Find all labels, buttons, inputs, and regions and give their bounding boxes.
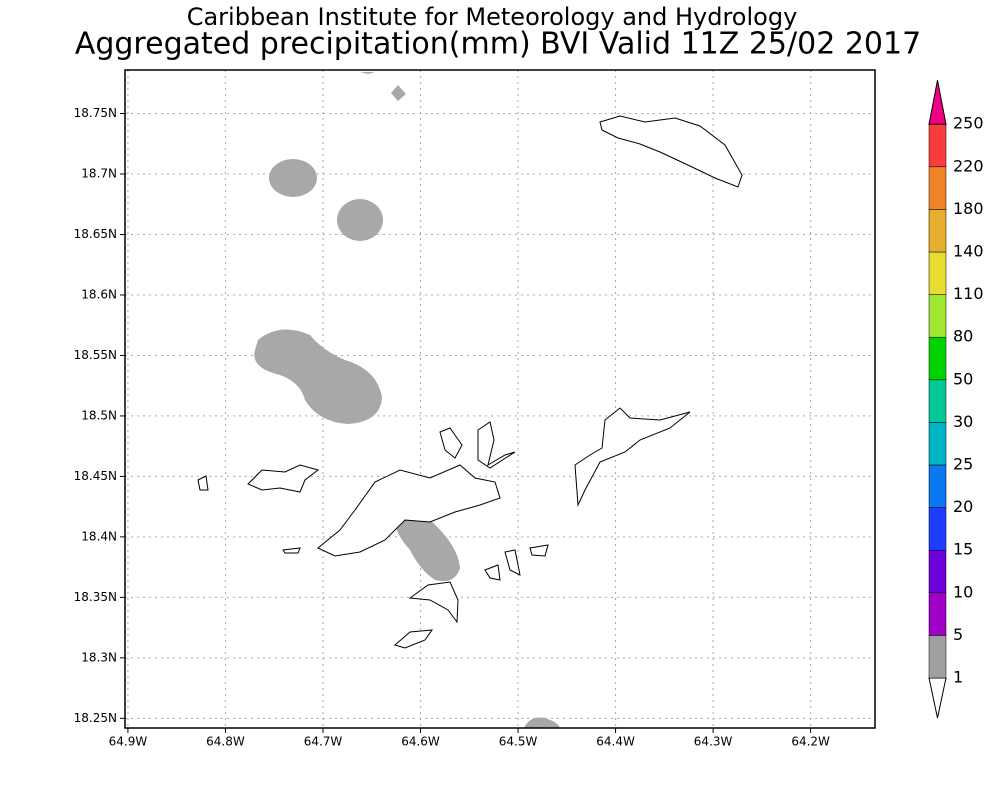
x-tick-label: 64.9W — [109, 735, 148, 749]
island — [484, 564, 501, 581]
islands — [197, 115, 743, 649]
colorbar-segment — [928, 294, 947, 338]
island — [247, 464, 320, 493]
y-tick-label: 18.45N — [74, 469, 117, 483]
rain-area — [391, 85, 406, 101]
colorbar-arrow — [928, 80, 947, 125]
precipitation — [254, 72, 560, 728]
island — [439, 427, 463, 459]
colorbar-segment — [928, 379, 947, 423]
island — [504, 549, 521, 576]
colorbar-label: 250 — [953, 114, 984, 133]
colorbar-segment — [928, 123, 947, 168]
x-tick-label: 64.8W — [206, 735, 245, 749]
colorbar-segment — [928, 422, 947, 466]
colorbar-label: 10 — [953, 582, 973, 601]
colorbar-segment — [928, 507, 947, 551]
colorbar-segment — [928, 549, 947, 594]
y-tick-label: 18.4N — [81, 529, 117, 543]
colorbar-label: 50 — [953, 369, 973, 388]
island — [477, 421, 516, 469]
rain-area — [524, 717, 560, 728]
y-tick-label: 18.55N — [74, 348, 117, 362]
island — [574, 407, 691, 507]
island — [317, 464, 501, 557]
y-tick-label: 18.7N — [81, 167, 117, 181]
island — [408, 581, 459, 624]
y-tick-label: 18.25N — [74, 711, 117, 725]
y-tick-label: 18.65N — [74, 227, 117, 241]
y-tick-label: 18.35N — [74, 590, 117, 604]
x-tick-label: 64.4W — [596, 735, 635, 749]
colorbar-label: 5 — [953, 625, 963, 644]
colorbar-segment — [928, 635, 947, 679]
colorbar-label: 110 — [953, 284, 984, 303]
rain-area — [337, 199, 383, 241]
island — [599, 115, 743, 188]
colorbar-segment — [928, 464, 947, 508]
colorbar-label: 180 — [953, 199, 984, 218]
colorbar-segment — [928, 251, 947, 295]
institute: Caribbean Institute for Meteorology and … — [187, 3, 798, 31]
colorbar-segment — [928, 166, 947, 210]
y-tick-label: 18.3N — [81, 650, 117, 664]
colorbar-label: 30 — [953, 412, 973, 431]
rain-area — [394, 511, 460, 582]
x-tick-label: 64.5W — [499, 735, 538, 749]
y-tick-label: 18.5N — [81, 408, 117, 422]
colorbar-segment — [928, 336, 947, 381]
x-tick-label: 64.6W — [401, 735, 440, 749]
rain-area — [269, 159, 317, 197]
colorbar-label: 1 — [953, 668, 963, 687]
map-frame — [124, 69, 876, 729]
rain-area — [254, 329, 382, 424]
colorbar-label: 15 — [953, 540, 973, 559]
island — [393, 629, 434, 649]
x-tick-label: 64.3W — [694, 735, 733, 749]
colorbar-label: 25 — [953, 455, 973, 474]
grid: 64.9W 64.8W 64.7W 64.6W 64.5W 64.4W 64.3W 64.2W… — [74, 70, 875, 749]
island — [197, 475, 209, 491]
colorbar-segment — [928, 592, 947, 636]
x-tick-label: 64.7W — [304, 735, 343, 749]
colorbar-label: 80 — [953, 327, 973, 346]
title: Aggregated precipitation(mm) BVI Valid 1… — [75, 27, 921, 62]
colorbar-label: 220 — [953, 156, 984, 175]
island — [282, 547, 301, 554]
y-tick-label: 18.6N — [81, 287, 117, 301]
island — [529, 544, 549, 557]
x-tick-label: 64.2W — [791, 735, 830, 749]
rain-area — [360, 72, 375, 74]
y-tick-label: 18.75N — [74, 106, 117, 120]
colorbar-segment — [928, 209, 947, 253]
colorbar-label: 140 — [953, 242, 984, 261]
colorbar-label: 20 — [953, 497, 973, 516]
colorbar-arrow — [928, 677, 947, 719]
